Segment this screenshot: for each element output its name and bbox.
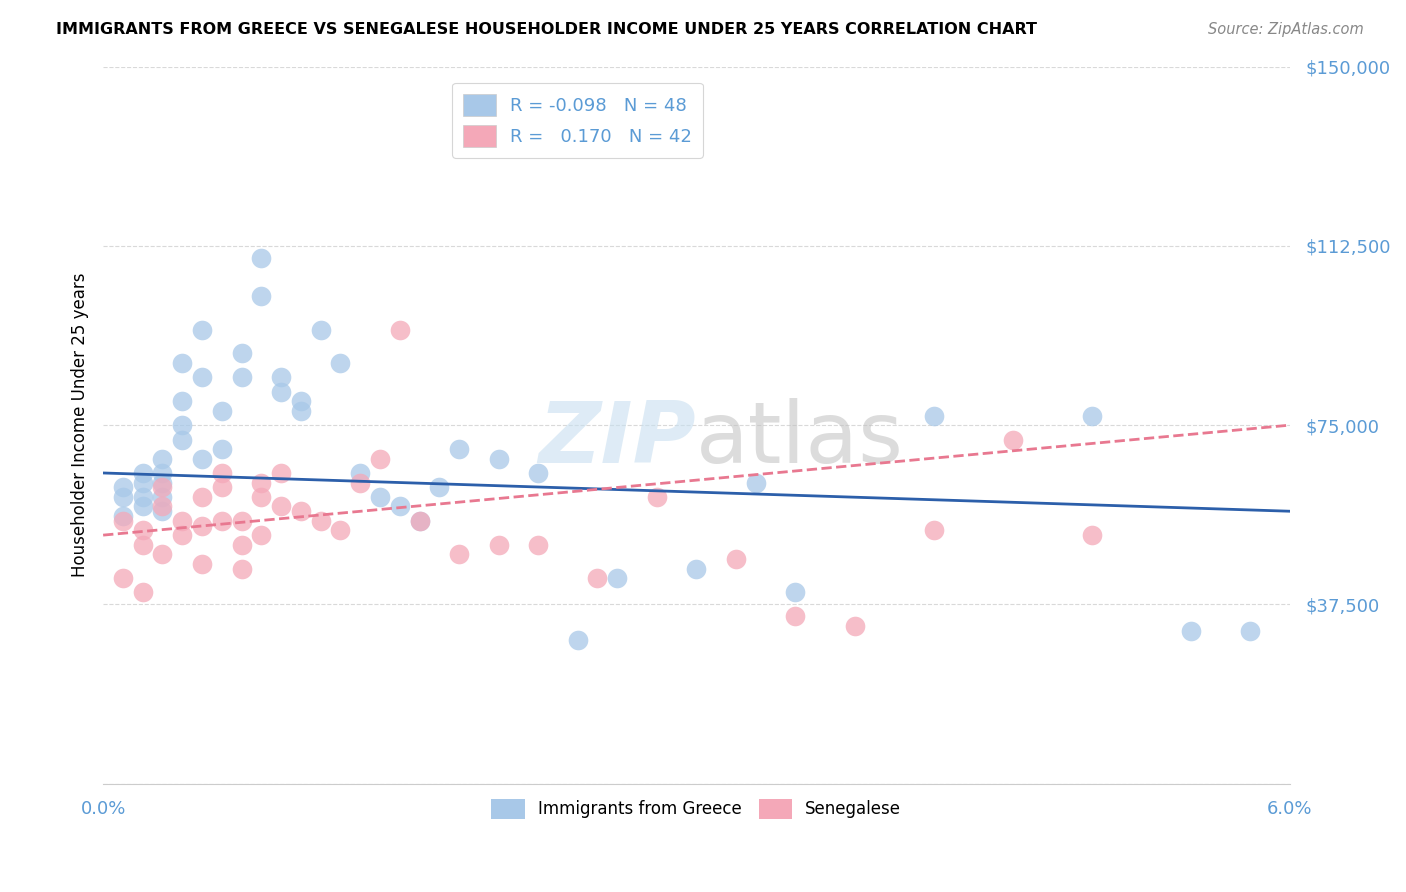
Point [408,514,430,528]
Point [329,356,352,370]
Text: IMMIGRANTS FROM GREECE VS SENEGALESE HOUSEHOLDER INCOME UNDER 25 YEARS CORRELATI: IMMIGRANTS FROM GREECE VS SENEGALESE HOU… [56,22,1038,37]
Point [191,490,214,504]
Point [250,528,273,542]
Point [131,538,153,552]
Point [488,451,510,466]
Point [231,561,253,575]
Point [211,404,233,418]
Point [211,514,233,528]
Point [922,524,945,538]
Point [309,322,332,336]
Point [349,475,371,490]
Point [685,561,707,575]
Point [1239,624,1261,638]
Point [231,514,253,528]
Point [290,394,312,409]
Point [1180,624,1202,638]
Point [290,504,312,518]
Point [250,289,273,303]
Point [172,528,194,542]
Point [645,490,668,504]
Point [785,609,807,624]
Point [172,418,194,433]
Point [191,322,214,336]
Y-axis label: Householder Income Under 25 years: Householder Income Under 25 years [72,273,89,577]
Point [488,538,510,552]
Point [111,480,134,494]
Point [131,524,153,538]
Point [131,585,153,599]
Point [172,356,194,370]
Point [111,571,134,585]
Point [152,504,174,518]
Point [231,370,253,384]
Legend: Immigrants from Greece, Senegalese: Immigrants from Greece, Senegalese [485,792,908,826]
Point [270,370,292,384]
Point [152,451,174,466]
Point [270,384,292,399]
Point [408,514,430,528]
Point [250,490,273,504]
Point [349,466,371,480]
Point [527,538,550,552]
Point [844,619,866,633]
Point [211,466,233,480]
Point [172,394,194,409]
Point [447,442,470,456]
Point [388,322,411,336]
Point [329,524,352,538]
Point [172,433,194,447]
Point [191,370,214,384]
Point [586,571,609,585]
Text: atlas: atlas [696,398,904,481]
Point [250,251,273,265]
Point [211,480,233,494]
Text: Source: ZipAtlas.com: Source: ZipAtlas.com [1208,22,1364,37]
Point [191,557,214,571]
Point [1081,528,1104,542]
Point [231,538,253,552]
Point [111,490,134,504]
Point [368,451,391,466]
Point [427,480,450,494]
Point [270,466,292,480]
Text: ZIP: ZIP [538,398,696,481]
Point [152,490,174,504]
Point [309,514,332,528]
Point [270,500,292,514]
Point [131,490,153,504]
Point [1081,409,1104,423]
Point [724,552,747,566]
Point [527,466,550,480]
Point [922,409,945,423]
Point [368,490,391,504]
Point [131,500,153,514]
Point [191,451,214,466]
Point [250,475,273,490]
Point [231,346,253,360]
Point [388,500,411,514]
Point [211,442,233,456]
Point [152,547,174,561]
Point [152,500,174,514]
Point [785,585,807,599]
Point [172,514,194,528]
Point [131,466,153,480]
Point [290,404,312,418]
Point [606,571,628,585]
Point [152,475,174,490]
Point [447,547,470,561]
Point [111,508,134,523]
Point [152,480,174,494]
Point [131,475,153,490]
Point [191,518,214,533]
Point [1001,433,1024,447]
Point [111,514,134,528]
Point [744,475,766,490]
Point [567,633,589,648]
Point [152,466,174,480]
